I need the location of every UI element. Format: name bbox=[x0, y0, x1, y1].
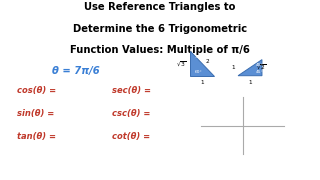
Text: Determine the 6 Trigonometric: Determine the 6 Trigonometric bbox=[73, 24, 247, 34]
Text: 1: 1 bbox=[231, 65, 235, 70]
Text: 45°: 45° bbox=[256, 69, 264, 74]
Text: θ = 7π/6: θ = 7π/6 bbox=[52, 66, 100, 76]
Text: $\sqrt{3}$: $\sqrt{3}$ bbox=[175, 59, 187, 68]
Text: cos(θ) =: cos(θ) = bbox=[17, 86, 56, 94]
Text: Use Reference Triangles to: Use Reference Triangles to bbox=[84, 3, 236, 12]
Text: sin(θ) =: sin(θ) = bbox=[17, 109, 54, 118]
Text: 45°: 45° bbox=[256, 63, 264, 67]
Text: 1: 1 bbox=[200, 80, 204, 85]
Text: sec(θ) =: sec(θ) = bbox=[112, 86, 151, 94]
Text: 30°: 30° bbox=[195, 55, 202, 59]
Text: Function Values: Multiple of π/6: Function Values: Multiple of π/6 bbox=[70, 45, 250, 55]
Text: cot(θ) =: cot(θ) = bbox=[112, 132, 150, 141]
Text: 1: 1 bbox=[248, 80, 252, 85]
Text: 2: 2 bbox=[205, 59, 209, 64]
Text: tan(θ) =: tan(θ) = bbox=[17, 132, 56, 141]
Polygon shape bbox=[190, 51, 214, 76]
Text: 60°: 60° bbox=[195, 69, 202, 74]
Text: csc(θ) =: csc(θ) = bbox=[112, 109, 151, 118]
Polygon shape bbox=[238, 60, 262, 76]
Text: $\sqrt{2}$: $\sqrt{2}$ bbox=[256, 62, 267, 71]
